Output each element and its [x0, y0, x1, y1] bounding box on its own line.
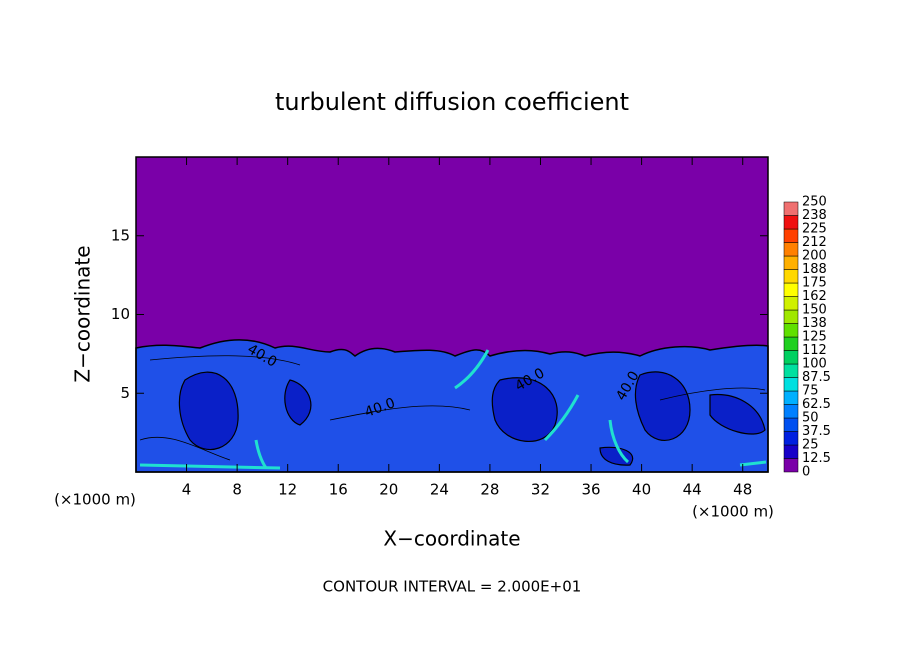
x-tick-label: 8 — [232, 481, 242, 499]
colorbar-bin — [783, 201, 799, 216]
colorbar-bin — [783, 350, 799, 365]
colorbar-label: 25 — [802, 438, 819, 453]
chart-title: turbulent diffusion coefficient — [275, 88, 629, 116]
colorbar-bin — [783, 228, 799, 243]
x-tick-label: 28 — [480, 481, 499, 499]
footer-note: CONTOUR INTERVAL = 2.000E+01 — [323, 578, 582, 596]
colorbar-label: 225 — [802, 222, 827, 237]
colorbar-label: 238 — [802, 208, 827, 223]
y-axis-label: Z−coordinate — [71, 245, 95, 382]
colorbar-label: 62.5 — [802, 397, 831, 412]
colorbar-label: 150 — [802, 303, 827, 318]
colorbar-label: 125 — [802, 330, 827, 345]
colorbar-label: 112 — [802, 343, 827, 358]
colorbar-bin — [783, 323, 799, 338]
colorbar-label: 75 — [802, 384, 819, 399]
colorbar-label: 138 — [802, 316, 827, 331]
colorbar-bin — [783, 377, 799, 392]
field-region — [135, 339, 769, 473]
colorbar-bin — [783, 282, 799, 297]
x-tick-label: 40 — [632, 481, 651, 499]
field-blobs — [178, 371, 766, 466]
x-tick-label: 32 — [531, 481, 550, 499]
x-tick-label: 48 — [733, 481, 752, 499]
colorbar-label: 250 — [802, 195, 827, 210]
colorbar-bin — [783, 404, 799, 419]
colorbar-label: 100 — [802, 357, 827, 372]
x-tick-label: 16 — [329, 481, 348, 499]
colorbar-bin — [783, 309, 799, 324]
colorbar-bin — [783, 390, 799, 405]
colorbar-bin — [783, 215, 799, 230]
colorbar-label: 188 — [802, 262, 827, 277]
colorbar-label: 37.5 — [802, 424, 831, 439]
field-contours — [139, 355, 766, 461]
colorbar-label: 12.5 — [802, 451, 831, 466]
colorbar-label: 50 — [802, 411, 819, 426]
colorbar-label: 0 — [802, 465, 810, 480]
colorbar-label: 175 — [802, 276, 827, 291]
x-tick-label: 44 — [683, 481, 702, 499]
colorbar-bin — [783, 336, 799, 351]
y-tick-label: 5 — [120, 384, 130, 402]
x-tick-label: 12 — [278, 481, 297, 499]
x-tick-label: 4 — [182, 481, 192, 499]
colorbar-bin — [783, 417, 799, 432]
x-unit: (×1000 m) — [692, 503, 774, 521]
colorbar-label: 200 — [802, 249, 827, 264]
colorbar-bin — [783, 431, 799, 446]
colorbar-bin — [783, 444, 799, 459]
x-unit-left: (×1000 m) — [54, 491, 136, 509]
colorbar-bin — [783, 458, 799, 473]
x-tick-label: 24 — [430, 481, 449, 499]
colorbar-label: 87.5 — [802, 370, 831, 385]
colorbar-bin — [783, 363, 799, 378]
x-tick-label: 20 — [379, 481, 398, 499]
colorbar-bin — [783, 296, 799, 311]
colorbar-bin — [783, 269, 799, 284]
field-streaks — [139, 349, 767, 470]
x-axis-label: X−coordinate — [383, 527, 520, 551]
x-tick-label: 36 — [581, 481, 600, 499]
colorbar-bin — [783, 255, 799, 270]
colorbar-label: 212 — [802, 235, 827, 250]
colorbar-label: 162 — [802, 289, 827, 304]
colorbar-bin — [783, 242, 799, 257]
y-tick-label: 10 — [111, 305, 130, 323]
field: 40.0 40.0 40.0 40.0 — [135, 157, 769, 473]
y-tick-label: 15 — [111, 226, 130, 244]
